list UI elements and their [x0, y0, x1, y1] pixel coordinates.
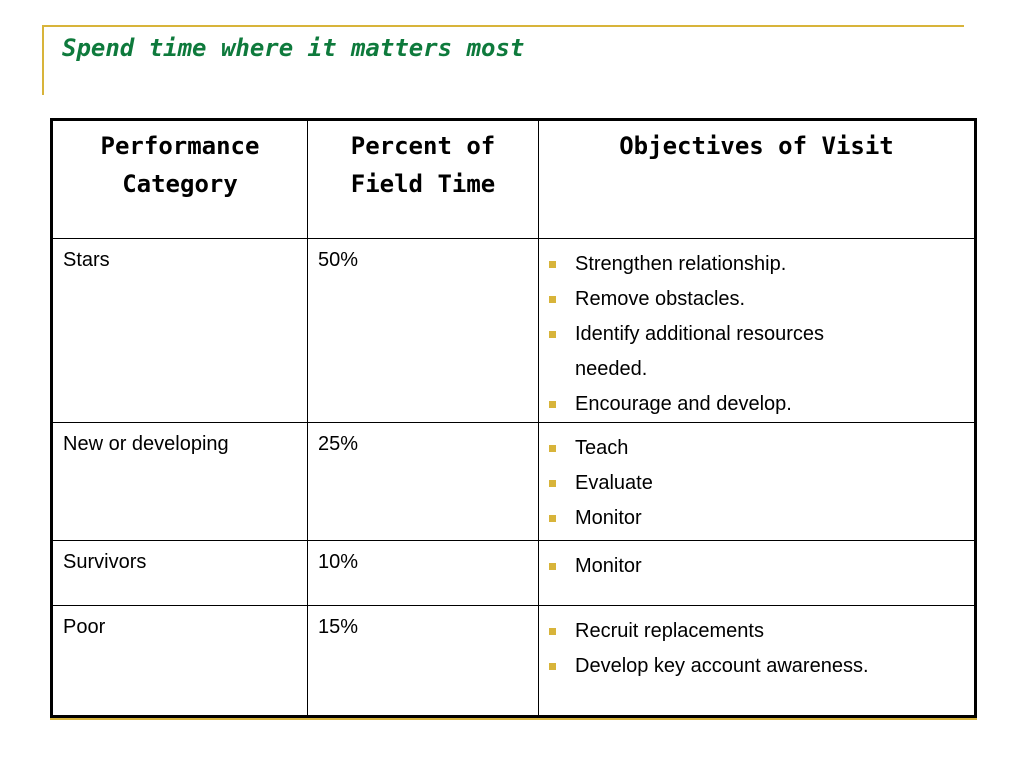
list-item: Monitor [549, 501, 964, 536]
objective-text: Monitor [575, 555, 642, 577]
square-bullet-icon [549, 628, 556, 635]
list-item: Remove obstacles. [549, 282, 964, 317]
list-item: Identify additional resources needed. [549, 317, 964, 387]
square-bullet-icon [549, 296, 556, 303]
header-objectives-of-visit: Objectives of Visit [538, 119, 976, 239]
table-row: Survivors 10% Monitor [51, 540, 976, 606]
list-item: Encourage and develop. [549, 387, 964, 422]
table-row: New or developing 25% Teach Evaluate Mon… [51, 422, 976, 541]
square-bullet-icon [549, 261, 556, 268]
percent-cell: 25% [307, 422, 539, 541]
objectives-cell: Teach Evaluate Monitor [538, 422, 976, 541]
objectives-cell: Monitor [538, 540, 976, 606]
objective-text: Identify additional resources needed. [575, 323, 825, 380]
table-header-row: Performance Category Percent of Field Ti… [51, 119, 976, 239]
square-bullet-icon [549, 563, 556, 570]
table-row: Stars 50% Strengthen relationship. Remov… [51, 238, 976, 423]
objectives-list: Teach Evaluate Monitor [549, 431, 964, 536]
objective-text: Remove obstacles. [575, 288, 746, 310]
list-item: Strengthen relationship. [549, 247, 964, 282]
square-bullet-icon [549, 480, 556, 487]
percent-cell: 50% [307, 238, 539, 423]
percent-cell: 15% [307, 605, 539, 717]
objective-text: Develop key account awareness. [575, 655, 869, 677]
category-cell: Poor [51, 605, 308, 717]
objective-text: Evaluate [575, 472, 653, 494]
category-cell: New or developing [51, 422, 308, 541]
objective-text: Strengthen relationship. [575, 253, 787, 275]
objective-text: Monitor [575, 507, 642, 529]
header-percent-field-time: Percent of Field Time [307, 119, 539, 239]
percent-cell: 10% [307, 540, 539, 606]
list-item: Develop key account awareness. [549, 649, 964, 684]
square-bullet-icon [549, 401, 556, 408]
frame-top-rule [42, 25, 964, 27]
header-label: Percent of Field Time [350, 132, 496, 198]
square-bullet-icon [549, 331, 556, 338]
objective-text: Teach [575, 437, 629, 459]
objective-text: Encourage and develop. [575, 393, 792, 415]
square-bullet-icon [549, 663, 556, 670]
objectives-list: Strengthen relationship. Remove obstacle… [549, 247, 964, 422]
square-bullet-icon [549, 445, 556, 452]
slide-title: Spend time where it matters most [62, 34, 525, 62]
objectives-cell: Recruit replacements Develop key account… [538, 605, 976, 717]
category-cell: Stars [51, 238, 308, 423]
list-item: Recruit replacements [549, 614, 964, 649]
header-label: Performance Category [100, 132, 260, 198]
frame-left-rule [42, 25, 44, 95]
field-time-table: Performance Category Percent of Field Ti… [50, 118, 977, 718]
list-item: Evaluate [549, 466, 964, 501]
list-item: Monitor [549, 549, 964, 584]
list-item: Teach [549, 431, 964, 466]
objectives-list: Recruit replacements Develop key account… [549, 614, 964, 684]
header-performance-category: Performance Category [51, 119, 308, 239]
objectives-cell: Strengthen relationship. Remove obstacle… [538, 238, 976, 423]
objectives-list: Monitor [549, 549, 964, 584]
header-label: Objectives of Visit [619, 132, 894, 160]
category-cell: Survivors [51, 540, 308, 606]
table-row: Poor 15% Recruit replacements Develop ke… [51, 605, 976, 717]
square-bullet-icon [549, 515, 556, 522]
objective-text: Recruit replacements [575, 620, 764, 642]
